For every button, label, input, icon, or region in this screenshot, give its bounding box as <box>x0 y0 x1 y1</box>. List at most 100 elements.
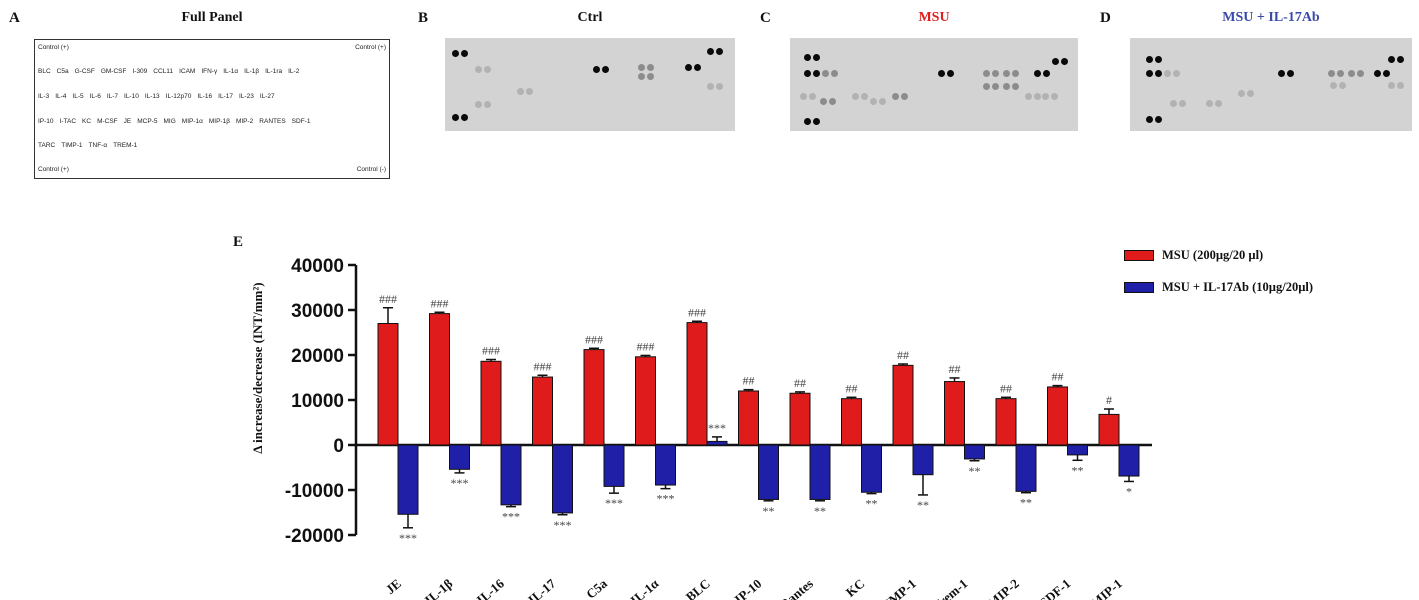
array-cell: IL-10 <box>124 93 139 100</box>
array-cell: IL-7 <box>106 93 119 100</box>
array-cell: TNF-α <box>88 142 108 149</box>
membrane-spot <box>861 93 868 100</box>
membrane-spot <box>852 93 859 100</box>
significance-label: ## <box>846 381 858 395</box>
significance-label: *** <box>554 518 572 532</box>
membrane-spot <box>1146 56 1153 63</box>
array-cell: IL-5 <box>72 93 84 100</box>
corner-top-right: Control (+) <box>355 44 386 51</box>
panel-d-title: MSU + IL-17Ab <box>1222 10 1320 25</box>
panel-a-title: Full Panel <box>181 10 243 25</box>
x-tick-label: IL-1β <box>422 576 456 600</box>
x-tick-label: MIP-2 <box>985 576 1022 600</box>
significance-label: ## <box>794 376 806 390</box>
significance-label: ### <box>534 359 552 373</box>
membrane-spot <box>1155 116 1162 123</box>
membrane-spot <box>1146 116 1153 123</box>
array-cell: IL-1ra <box>265 68 283 75</box>
membrane-spot <box>1052 58 1059 65</box>
membrane-spot <box>831 70 838 77</box>
corner-bottom-left: Control (+) <box>38 166 69 173</box>
membrane-spot <box>638 64 645 71</box>
significance-label: ** <box>763 504 775 518</box>
significance-label: ## <box>743 374 755 388</box>
membrane-spot <box>813 70 820 77</box>
bar <box>964 444 985 460</box>
membrane-spot <box>1215 100 1222 107</box>
membrane-spot <box>1003 70 1010 77</box>
x-tick-label: IL-17 <box>525 575 559 600</box>
bar <box>1067 444 1088 456</box>
membrane-spot <box>1003 83 1010 90</box>
membrane-spot <box>892 93 899 100</box>
bar <box>706 440 728 446</box>
significance-label: * <box>1126 484 1132 498</box>
panel-d-label: D <box>1100 10 1111 26</box>
array-cell: IP-10 <box>38 118 54 125</box>
membrane-spot <box>870 98 877 105</box>
y-tick-label: 0 <box>333 436 344 457</box>
array-cell: RANTES <box>259 118 286 125</box>
significance-label: ** <box>814 504 826 518</box>
y-axis-label: Δ increase/decrease (INT/mm²) <box>250 282 265 453</box>
significance-label: *** <box>502 510 520 524</box>
x-tick-label: IL-1α <box>627 575 662 600</box>
array-cell: IL-23 <box>239 93 254 100</box>
array-cell: IL-17 <box>218 93 233 100</box>
membrane-spot <box>983 83 990 90</box>
membrane-spot <box>879 98 886 105</box>
array-cell: I-309 <box>132 68 148 75</box>
array-cell: G-CSF <box>74 68 95 75</box>
full-panel-layout: Control (+) Control (+) BLC C5a G-CSF GM-CS… <box>34 39 390 179</box>
panel-b-label: B <box>418 10 429 26</box>
x-tick-label: KC <box>843 576 868 600</box>
bar <box>789 392 811 446</box>
membrane-spot <box>804 54 811 61</box>
membrane-spot <box>1025 93 1032 100</box>
bar <box>603 444 625 487</box>
membrane-spot <box>452 50 459 57</box>
membrane-spot <box>938 70 945 77</box>
membrane-spot <box>484 101 491 108</box>
array-cell: IL-12p70 <box>165 93 192 100</box>
array-cell: MIG <box>163 118 176 125</box>
array-cell: MCP-5 <box>137 118 158 125</box>
membrane-spot <box>820 98 827 105</box>
array-row: TARC TIMP-1 TNF-α TREM-1 <box>38 142 386 149</box>
msu-il17ab-membrane <box>1130 38 1412 131</box>
bar <box>861 444 882 493</box>
bar <box>500 444 522 506</box>
membrane-spot <box>983 70 990 77</box>
significance-label: # <box>1106 393 1112 407</box>
membrane-spot <box>822 70 829 77</box>
array-row: BLC C5a G-CSF GM-CSF I-309 CCL11 ICAM IFN-γ IL-1… <box>38 68 386 75</box>
membrane-spot <box>1383 70 1390 77</box>
bar <box>995 398 1017 446</box>
legend-msu-label: MSU (200µg/20 µl) <box>1162 248 1264 262</box>
array-cell: GM-CSF <box>100 68 127 75</box>
panel-b-title: Ctrl <box>577 10 603 25</box>
membrane-spot <box>809 93 816 100</box>
corner-bottom-right: Control (-) <box>356 166 386 173</box>
membrane-spot <box>685 64 692 71</box>
y-tick-label: 10000 <box>291 391 344 412</box>
array-cell: MIP-2 <box>235 118 254 125</box>
significance-label: ## <box>1052 370 1064 384</box>
membrane-spot <box>1012 70 1019 77</box>
membrane-spot <box>1155 56 1162 63</box>
membrane-spot <box>1061 58 1068 65</box>
membrane-spot <box>829 98 836 105</box>
array-cell: IL-2 <box>288 68 300 75</box>
membrane-spot <box>1164 70 1171 77</box>
membrane-spot <box>992 83 999 90</box>
membrane-spot <box>647 64 654 71</box>
membrane-spot <box>1397 82 1404 89</box>
bar <box>635 356 656 446</box>
significance-label: ** <box>1020 496 1032 510</box>
bar <box>655 444 676 486</box>
membrane-spot <box>1388 56 1395 63</box>
x-tick-label: Rantes <box>777 576 816 600</box>
array-cell: IL-16 <box>197 93 213 100</box>
array-cell: BLC <box>38 68 51 75</box>
legend-msu-swatch <box>1124 250 1154 261</box>
